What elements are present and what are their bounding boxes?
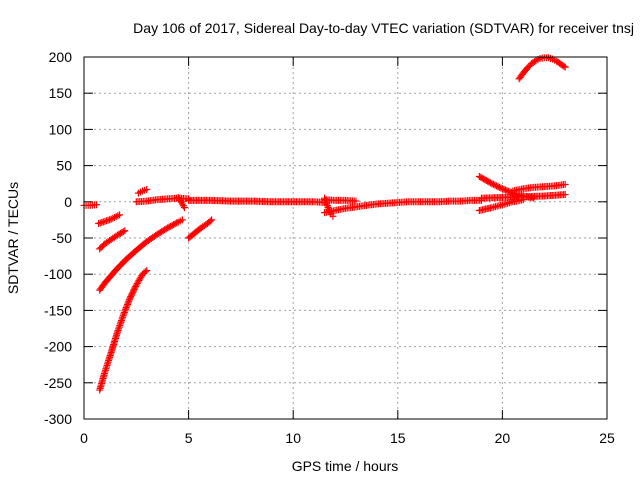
data-point: [494, 183, 502, 191]
data-point: [180, 204, 188, 212]
x-tick-label: 10: [285, 430, 301, 446]
data-series: [185, 216, 216, 242]
data-point: [206, 217, 214, 225]
y-axis-label: SDTVAR / TECUs: [5, 182, 21, 294]
grid: [84, 57, 607, 419]
data-point: [167, 222, 175, 230]
y-tick-label: -300: [44, 411, 72, 427]
data-series: [509, 180, 569, 195]
data-point: [208, 216, 216, 224]
data-point: [501, 186, 509, 194]
data-point: [121, 307, 129, 315]
data-series: [321, 196, 360, 205]
data-points: [80, 54, 569, 394]
data-point: [123, 302, 131, 310]
data-point: [165, 223, 173, 231]
data-point: [495, 183, 503, 191]
data-point: [125, 296, 133, 304]
data-point: [489, 180, 497, 188]
data-point: [168, 221, 176, 229]
data-point: [561, 180, 569, 188]
data-series: [477, 191, 569, 202]
data-series: [95, 211, 124, 228]
data-series: [96, 227, 129, 253]
data-point: [93, 201, 101, 209]
y-tick-label: -50: [52, 230, 72, 246]
data-series: [96, 267, 151, 394]
plot-area: [83, 56, 608, 420]
data-point: [323, 202, 331, 210]
data-point: [561, 63, 569, 71]
data-series: [134, 185, 151, 197]
data-series: [515, 54, 569, 83]
data-series: [321, 198, 433, 217]
y-tick-label: 200: [49, 49, 73, 65]
y-tick-label: -150: [44, 302, 72, 318]
data-point: [119, 228, 127, 236]
data-point: [121, 227, 129, 235]
data-point: [352, 197, 360, 205]
data-series: [174, 193, 188, 212]
x-tick-label: 15: [390, 430, 406, 446]
data-point: [491, 181, 499, 189]
data-point: [173, 219, 181, 227]
data-series: [96, 216, 186, 294]
y-tick-label: -250: [44, 375, 72, 391]
data-point: [497, 184, 505, 192]
data-point: [120, 310, 128, 318]
x-tick-label: 5: [185, 430, 193, 446]
data-point: [124, 300, 132, 308]
data-point: [170, 221, 178, 229]
data-point: [498, 185, 506, 193]
data-series: [185, 196, 329, 207]
x-tick-label: 25: [599, 430, 615, 446]
y-tick-label: -100: [44, 266, 72, 282]
data-series: [425, 196, 485, 206]
data-point: [561, 191, 569, 199]
axis-tick-labels: 0 5 10 15 20 25 -300 -250 -200 -150 -100 -50 0 50 100 1…: [44, 49, 615, 446]
data-point: [503, 187, 511, 195]
data-point: [488, 180, 496, 188]
y-tick-label: -200: [44, 339, 72, 355]
data-point: [164, 224, 172, 232]
data-point: [114, 212, 122, 220]
chart-title: Day 106 of 2017, Sidereal Day-to-day VTE…: [133, 20, 634, 36]
y-tick-label: 50: [56, 158, 72, 174]
data-point: [171, 220, 179, 228]
data-point: [560, 62, 568, 70]
data-point: [143, 185, 151, 193]
data-point: [122, 305, 130, 313]
data-point: [132, 283, 140, 291]
data-point: [141, 268, 149, 276]
data-point: [122, 304, 130, 312]
data-series: [321, 194, 337, 220]
data-series: [475, 172, 538, 202]
x-tick-label: 0: [80, 430, 88, 446]
data-series: [80, 201, 101, 209]
y-tick-label: 100: [49, 121, 73, 137]
data-point: [500, 185, 508, 193]
x-axis-label: GPS time / hours: [292, 458, 399, 474]
data-point: [125, 297, 133, 305]
data-point: [120, 308, 128, 316]
data-point: [124, 299, 132, 307]
data-point: [492, 182, 500, 190]
y-tick-label: 150: [49, 85, 73, 101]
x-tick-label: 20: [495, 430, 511, 446]
data-point: [116, 211, 124, 219]
data-point: [178, 216, 186, 224]
y-tick-label: 0: [64, 194, 72, 210]
data-point: [143, 267, 151, 275]
